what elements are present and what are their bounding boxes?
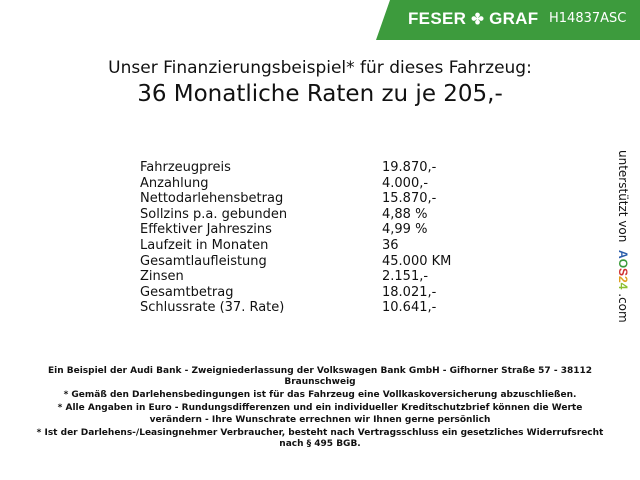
supported-by-suffix: .com [616,293,630,323]
row-label: Fahrzeugpreis [140,160,231,175]
aos24-logo: AOS24 [616,250,630,290]
footnote: * Gemäß den Darlehensbedingungen ist für… [63,390,577,401]
clover-icon: ✤ [471,11,485,28]
row-value: 10.641,- [382,300,437,316]
row-label: Zinsen [140,269,184,285]
table-row: Laufzeit in Monaten 36 [140,237,399,254]
title-line1: Unser Finanzierungsbeispiel* für dieses … [108,58,532,78]
row-label: Effektiver Jahreszins [140,222,272,238]
row-value: 2.151,- [382,269,429,285]
table-row: Nettodarlehensbetrag 15.870,- [140,191,436,207]
table-row: Effektiver Jahreszins 4,99 % [140,222,427,238]
supported-by-text: unterstützt von [616,150,630,243]
footnote: Ein Beispiel der Audi Bank - Zweignieder… [47,366,593,388]
row-value: 19.870,- [382,160,437,175]
row-value: 4.000,- [382,175,429,191]
table-row: Sollzins p.a. gebunden 4,88 % [140,206,427,223]
brand-name-2: GRAF [489,9,539,28]
row-label: Gesamtbetrag [140,284,234,300]
row-label: Sollzins p.a. gebunden [140,206,288,222]
finance-table: Fahrzeugpreis 19.870,- Anzahlung 4.000,- N… [140,160,451,316]
row-value: 36 [382,237,399,253]
footnote: * Alle Angaben in Euro - Rundungsdiffere… [57,403,583,425]
dealer-banner [376,0,640,40]
table-row: Anzahlung 4.000,- [140,175,428,192]
dealer-logo: FESER ✤ GRAF [408,9,538,29]
row-value: 18.021,- [382,284,437,300]
title-line2: 36 Monatliche Raten zu je 205,- [137,81,503,107]
table-row: Fahrzeugpreis 19.870,- [140,160,436,176]
brand-name: FESER [408,9,467,28]
table-row: Gesamtbetrag 18.021,- [140,284,436,301]
row-value: 15.870,- [382,191,437,207]
supported-by: unterstützt von AOS24 .com [616,150,630,323]
table-row: Schlussrate (37. Rate) 10.641,- [140,300,436,316]
row-value: 4,99 % [382,222,428,238]
footnotes: Ein Beispiel der Audi Bank - Zweignieder… [30,366,610,452]
row-label: Laufzeit in Monaten [140,237,269,253]
footnote: * Ist der Darlehens-/Leasingnehmer Verbr… [36,427,604,449]
row-label: Gesamtlaufleistung [140,253,267,269]
row-value: 45.000 KM [382,253,452,269]
row-label: Schlussrate (37. Rate) [140,300,285,316]
table-row: Gesamtlaufleistung 45.000 KM [140,253,451,270]
row-label: Nettodarlehensbetrag [140,191,284,207]
vehicle-code: H14837ASC [549,11,627,26]
row-value: 4,88 % [382,206,428,222]
table-row: Zinsen 2.151,- [140,269,428,285]
row-label: Anzahlung [140,175,209,191]
